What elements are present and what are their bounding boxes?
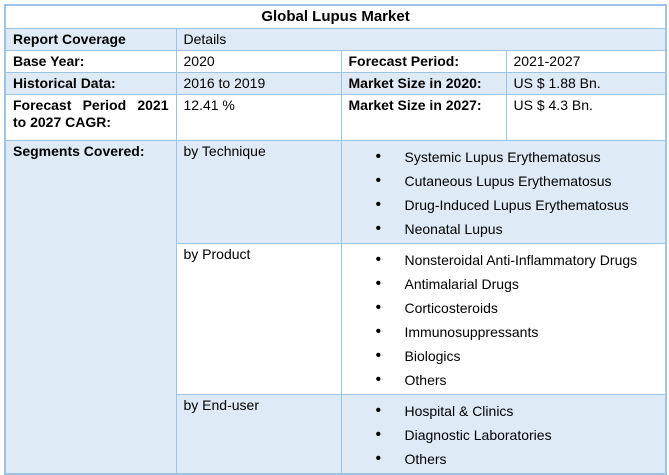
bullet-item: Antimalarial Drugs <box>349 272 659 296</box>
bullet-item: Diagnostic Laboratories <box>349 423 659 447</box>
table-row: Historical Data: 2016 to 2019 Market Siz… <box>4 71 667 95</box>
cagr-label-cell: Forecast Period 2021 to 2027 CAGR: <box>4 93 177 141</box>
end-user-bullet-list: Hospital & ClinicsDiagnostic Laboratorie… <box>349 399 659 471</box>
base-year-label-cell: Base Year: <box>4 49 177 73</box>
table-title: Global Lupus Market <box>4 4 667 29</box>
forecast-period-value-cell: 2021-2027 <box>505 49 667 73</box>
base-year-value-cell: 2020 <box>175 49 342 73</box>
table-row: Base Year: 2020 Forecast Period: 2021-20… <box>4 49 667 73</box>
technique-bullet-list: Systemic Lupus ErythematosusCutaneous Lu… <box>349 145 659 241</box>
market-size-2027-value-cell: US $ 4.3 Bn. <box>505 93 667 141</box>
bullet-item: Drug-Induced Lupus Erythematosus <box>349 193 659 217</box>
bullet-item: Others <box>349 368 659 392</box>
market-size-2027-label-cell: Market Size in 2027: <box>340 93 507 141</box>
market-size-2020-label-cell: Market Size in 2020: <box>340 71 507 95</box>
bullet-item: Systemic Lupus Erythematosus <box>349 145 659 169</box>
market-size-2020-value-cell: US $ 1.88 Bn. <box>505 71 667 95</box>
bullet-item: Neonatal Lupus <box>349 217 659 241</box>
forecast-period-label-cell: Forecast Period: <box>340 49 507 73</box>
bullet-item: Corticosteroids <box>349 296 659 320</box>
segment-items-product-cell: Nonsteroidal Anti-Inflammatory DrugsAnti… <box>340 242 667 395</box>
segment-items-technique-cell: Systemic Lupus ErythematosusCutaneous Lu… <box>340 139 667 244</box>
bullet-item: Biologics <box>349 344 659 368</box>
lupus-market-summary-table: Global Lupus Market Report Coverage Deta… <box>4 4 668 475</box>
table-row: Report Coverage Details <box>4 27 667 51</box>
product-bullet-list: Nonsteroidal Anti-Inflammatory DrugsAnti… <box>349 248 659 392</box>
report-coverage-label-cell: Report Coverage <box>4 27 177 51</box>
bullet-item: Immunosuppressants <box>349 320 659 344</box>
table-row: Forecast Period 2021 to 2027 CAGR: 12.41… <box>4 93 667 141</box>
bullet-item: Cutaneous Lupus Erythematosus <box>349 169 659 193</box>
report-coverage-value-cell: Details <box>175 27 667 51</box>
bullet-item: Nonsteroidal Anti-Inflammatory Drugs <box>349 248 659 272</box>
segment-group-end-user-cell: by End-user <box>175 393 342 474</box>
segment-group-technique-cell: by Technique <box>175 139 342 244</box>
segments-covered-label-cell: Segments Covered: <box>4 139 177 474</box>
historical-data-label-cell: Historical Data: <box>4 71 177 95</box>
segment-items-end-user-cell: Hospital & ClinicsDiagnostic Laboratorie… <box>340 393 667 474</box>
historical-data-value-cell: 2016 to 2019 <box>175 71 342 95</box>
bullet-item: Hospital & Clinics <box>349 399 659 423</box>
table-row: Global Lupus Market <box>4 4 667 29</box>
page: Global Lupus Market Report Coverage Deta… <box>0 0 669 461</box>
table-row: by Product Nonsteroidal Anti-Inflammator… <box>5 242 667 395</box>
table-row: Segments Covered: by Technique Systemic … <box>4 139 667 474</box>
segment-group-product-cell: by Product <box>175 242 342 395</box>
bullet-item: Others <box>349 447 659 471</box>
cagr-value-cell: 12.41 % <box>175 93 342 141</box>
